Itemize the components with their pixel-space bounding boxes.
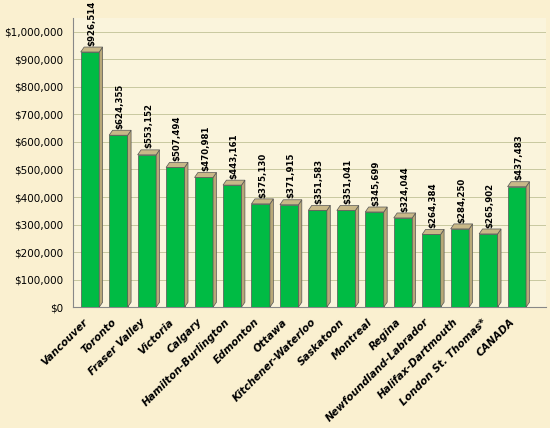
- Bar: [251, 204, 270, 307]
- Text: $351,583: $351,583: [315, 159, 324, 204]
- Polygon shape: [365, 207, 387, 212]
- Polygon shape: [526, 182, 530, 307]
- Polygon shape: [166, 163, 188, 167]
- Text: $375,130: $375,130: [258, 152, 267, 197]
- Text: $265,902: $265,902: [486, 182, 494, 228]
- Text: $351,041: $351,041: [343, 159, 353, 204]
- Polygon shape: [81, 47, 103, 52]
- Text: $371,915: $371,915: [287, 153, 295, 199]
- Text: $284,250: $284,250: [457, 177, 466, 223]
- Bar: [508, 187, 526, 307]
- Polygon shape: [109, 130, 131, 135]
- Bar: [138, 155, 156, 307]
- Text: $437,483: $437,483: [514, 134, 523, 180]
- Text: $470,981: $470,981: [201, 126, 210, 171]
- Text: $345,699: $345,699: [372, 160, 381, 205]
- Bar: [394, 218, 412, 307]
- Bar: [166, 167, 185, 307]
- Bar: [309, 210, 327, 307]
- Polygon shape: [213, 172, 217, 307]
- Text: $264,384: $264,384: [428, 182, 438, 228]
- Polygon shape: [441, 229, 444, 307]
- Polygon shape: [223, 180, 245, 185]
- Text: $624,355: $624,355: [116, 83, 125, 129]
- Polygon shape: [195, 172, 217, 178]
- Bar: [479, 234, 498, 307]
- Text: $926,514: $926,514: [87, 0, 96, 46]
- Polygon shape: [422, 229, 444, 235]
- Bar: [223, 185, 241, 307]
- Text: $324,044: $324,044: [400, 166, 409, 211]
- Polygon shape: [355, 205, 359, 307]
- Bar: [280, 205, 299, 307]
- Polygon shape: [384, 207, 387, 307]
- Bar: [81, 52, 99, 307]
- Text: $443,161: $443,161: [229, 133, 239, 179]
- Polygon shape: [337, 205, 359, 211]
- Polygon shape: [99, 47, 103, 307]
- Polygon shape: [309, 205, 331, 210]
- Polygon shape: [327, 205, 331, 307]
- Polygon shape: [508, 182, 530, 187]
- Polygon shape: [450, 224, 472, 229]
- Polygon shape: [280, 200, 302, 205]
- Text: $553,152: $553,152: [144, 104, 153, 149]
- Text: $507,494: $507,494: [173, 116, 182, 161]
- Polygon shape: [412, 213, 416, 307]
- Polygon shape: [479, 229, 501, 234]
- Polygon shape: [469, 224, 472, 307]
- Polygon shape: [299, 200, 302, 307]
- Bar: [109, 135, 128, 307]
- Polygon shape: [138, 150, 160, 155]
- Polygon shape: [128, 130, 131, 307]
- Bar: [422, 235, 441, 307]
- Polygon shape: [185, 163, 188, 307]
- Bar: [337, 211, 355, 307]
- Bar: [450, 229, 469, 307]
- Polygon shape: [241, 180, 245, 307]
- Polygon shape: [270, 199, 273, 307]
- Polygon shape: [156, 150, 160, 307]
- Polygon shape: [394, 213, 416, 218]
- Polygon shape: [251, 199, 273, 204]
- Bar: [195, 178, 213, 307]
- Bar: [365, 212, 384, 307]
- Polygon shape: [498, 229, 501, 307]
